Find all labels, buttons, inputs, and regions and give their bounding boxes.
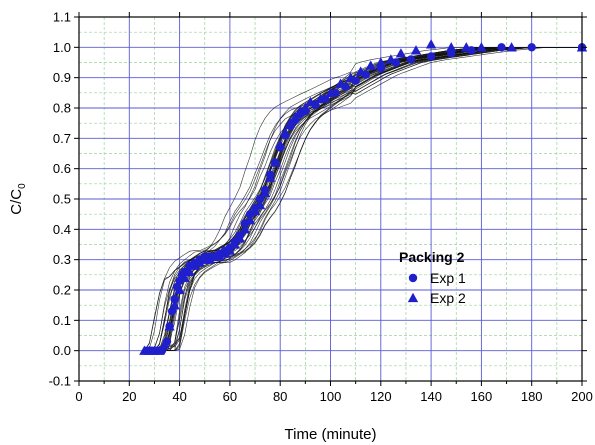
data-point-triangle (355, 66, 366, 76)
data-point-triangle (189, 260, 200, 270)
axis-ticks (74, 12, 587, 386)
data-point-triangle (280, 127, 291, 137)
x-axis-title: Time (minute) (285, 426, 377, 443)
data-point-circle (426, 52, 436, 61)
legend-title: Packing 2 (399, 249, 465, 265)
data-point-triangle (194, 257, 205, 267)
y-tick-label: 0.5 (53, 192, 71, 207)
x-tick-label: 0 (75, 389, 82, 404)
x-tick-label: 40 (172, 389, 186, 404)
y-tick-label: 1.1 (53, 10, 71, 25)
x-tick-labels: 0 20 40 60 80 100 120 140 160 180 200 (75, 389, 592, 404)
data-point-triangle (410, 45, 422, 55)
x-tick-label: 100 (320, 389, 342, 404)
x-tick-label: 60 (223, 389, 237, 404)
data-point-triangle (244, 215, 256, 225)
x-tick-label: 120 (370, 389, 392, 404)
data-point-triangle (290, 111, 301, 122)
y-tick-labels: -0.1 0.0 0.1 0.2 0.3 0.4 0.5 0.6 0.7 0.8 0.9 1.0 1.1 (49, 10, 71, 389)
legend-label-2: Exp 2 (430, 290, 466, 306)
y-axis-title-subscript: 0 (17, 183, 28, 189)
legend: Packing 2 Exp 1 Exp 2 (399, 249, 466, 306)
x-tick-label: 180 (521, 389, 543, 404)
data-point-triangle (375, 57, 386, 67)
data-point-circle (170, 294, 179, 304)
data-point-triangle (154, 345, 165, 355)
data-point-triangle (315, 93, 326, 104)
data-point-triangle (506, 42, 517, 52)
data-point-triangle (169, 299, 180, 310)
data-point-triangle (269, 157, 281, 167)
x-tick-label: 140 (420, 389, 442, 404)
x-tick-label: 20 (122, 389, 136, 404)
x-tick-label: 160 (471, 389, 493, 404)
data-point-triangle (164, 321, 175, 331)
legend-label-1: Exp 1 (430, 270, 466, 286)
data-point-circle (406, 55, 416, 64)
x-tick-label: 200 (571, 389, 593, 404)
data-point-triangle (259, 187, 271, 198)
y-tick-label: 0.1 (53, 313, 71, 328)
y-tick-label: 0.2 (53, 283, 71, 298)
data-point-triangle (254, 199, 266, 210)
data-point-triangle (204, 254, 215, 264)
data-point-triangle (295, 105, 306, 116)
data-point-triangle (179, 272, 190, 283)
data-point-triangle (275, 139, 286, 149)
data-point-circle (497, 43, 506, 52)
data-point-triangle (461, 42, 472, 52)
y-axis-title-main: C/C (8, 189, 25, 215)
y-tick-label: 0.3 (53, 252, 71, 267)
data-point-triangle (249, 205, 261, 216)
legend-marker-1 (408, 273, 418, 283)
data-point-triangle (325, 87, 336, 97)
data-point-triangle (365, 60, 376, 70)
data-point-triangle (219, 248, 231, 258)
y-tick-label: 0.6 (53, 161, 71, 176)
data-point-triangle (425, 39, 437, 49)
x-tick-label: 80 (273, 389, 287, 404)
data-point-triangle (214, 251, 226, 261)
data-point-triangle (159, 339, 170, 349)
data-point-circle (527, 43, 536, 52)
data-point-triangle (395, 48, 407, 58)
y-tick-label: 1.0 (53, 40, 71, 55)
y-tick-label: -0.1 (49, 374, 71, 389)
y-tick-label: 0.4 (53, 222, 71, 237)
legend-marker-2 (407, 292, 419, 303)
data-point-triangle (239, 224, 251, 234)
data-point-triangle (184, 266, 195, 276)
data-point-triangle (285, 117, 296, 128)
data-point-triangle (224, 245, 236, 255)
y-tick-label: 0.7 (53, 131, 71, 146)
data-point-triangle (229, 239, 241, 249)
data-point-triangle (264, 172, 276, 182)
y-tick-label: 0.8 (53, 101, 71, 116)
data-point-triangle (174, 284, 185, 295)
y-axis-title: C/C0 (8, 183, 28, 215)
data-point-triangle (385, 54, 397, 64)
data-point-triangle (300, 102, 311, 113)
y-tick-label: 0.0 (53, 343, 71, 358)
y-tick-label: 0.9 (53, 70, 71, 85)
experimental-series (139, 39, 588, 355)
data-point-triangle (335, 78, 346, 88)
data-point-triangle (446, 42, 457, 52)
data-point-triangle (305, 96, 316, 107)
data-point-triangle (476, 42, 487, 52)
data-point-triangle (345, 72, 356, 82)
data-point-triangle (234, 233, 246, 243)
